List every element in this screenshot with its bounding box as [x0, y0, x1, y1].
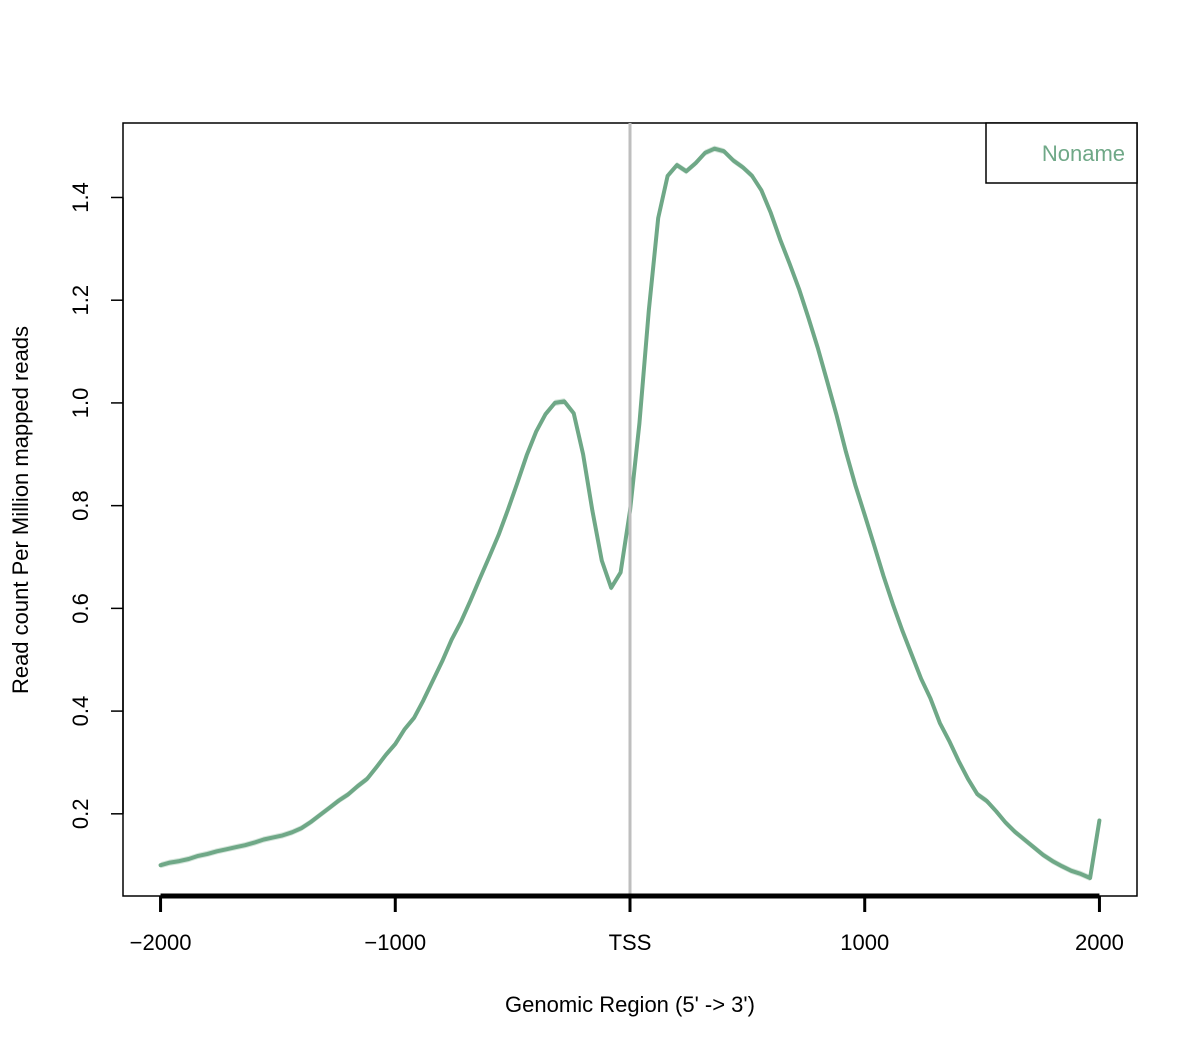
y-tick-label: 0.2 [68, 799, 93, 830]
y-tick-label: 0.4 [68, 696, 93, 727]
x-tick-label: 1000 [840, 930, 889, 955]
x-tick-label: TSS [609, 930, 652, 955]
x-tick-label: −1000 [364, 930, 426, 955]
x-axis-title: Genomic Region (5' -> 3') [505, 992, 755, 1017]
legend-entry-label: Noname [1042, 141, 1125, 166]
y-axis-title: Read count Per Million mapped reads [8, 326, 33, 694]
y-tick-label: 0.8 [68, 490, 93, 521]
y-tick-label: 1.4 [68, 182, 93, 213]
y-tick-label: 1.2 [68, 285, 93, 316]
x-tick-label: −2000 [130, 930, 192, 955]
y-tick-label: 1.0 [68, 388, 93, 419]
y-tick-label: 0.6 [68, 593, 93, 624]
x-tick-label: 2000 [1075, 930, 1124, 955]
legend-box [985, 122, 1138, 184]
plot-area: −2000 −1000 TSS 1000 2000 0.2 0.4 0.6 0.8 1.0 1.2 1… [68, 122, 1138, 955]
